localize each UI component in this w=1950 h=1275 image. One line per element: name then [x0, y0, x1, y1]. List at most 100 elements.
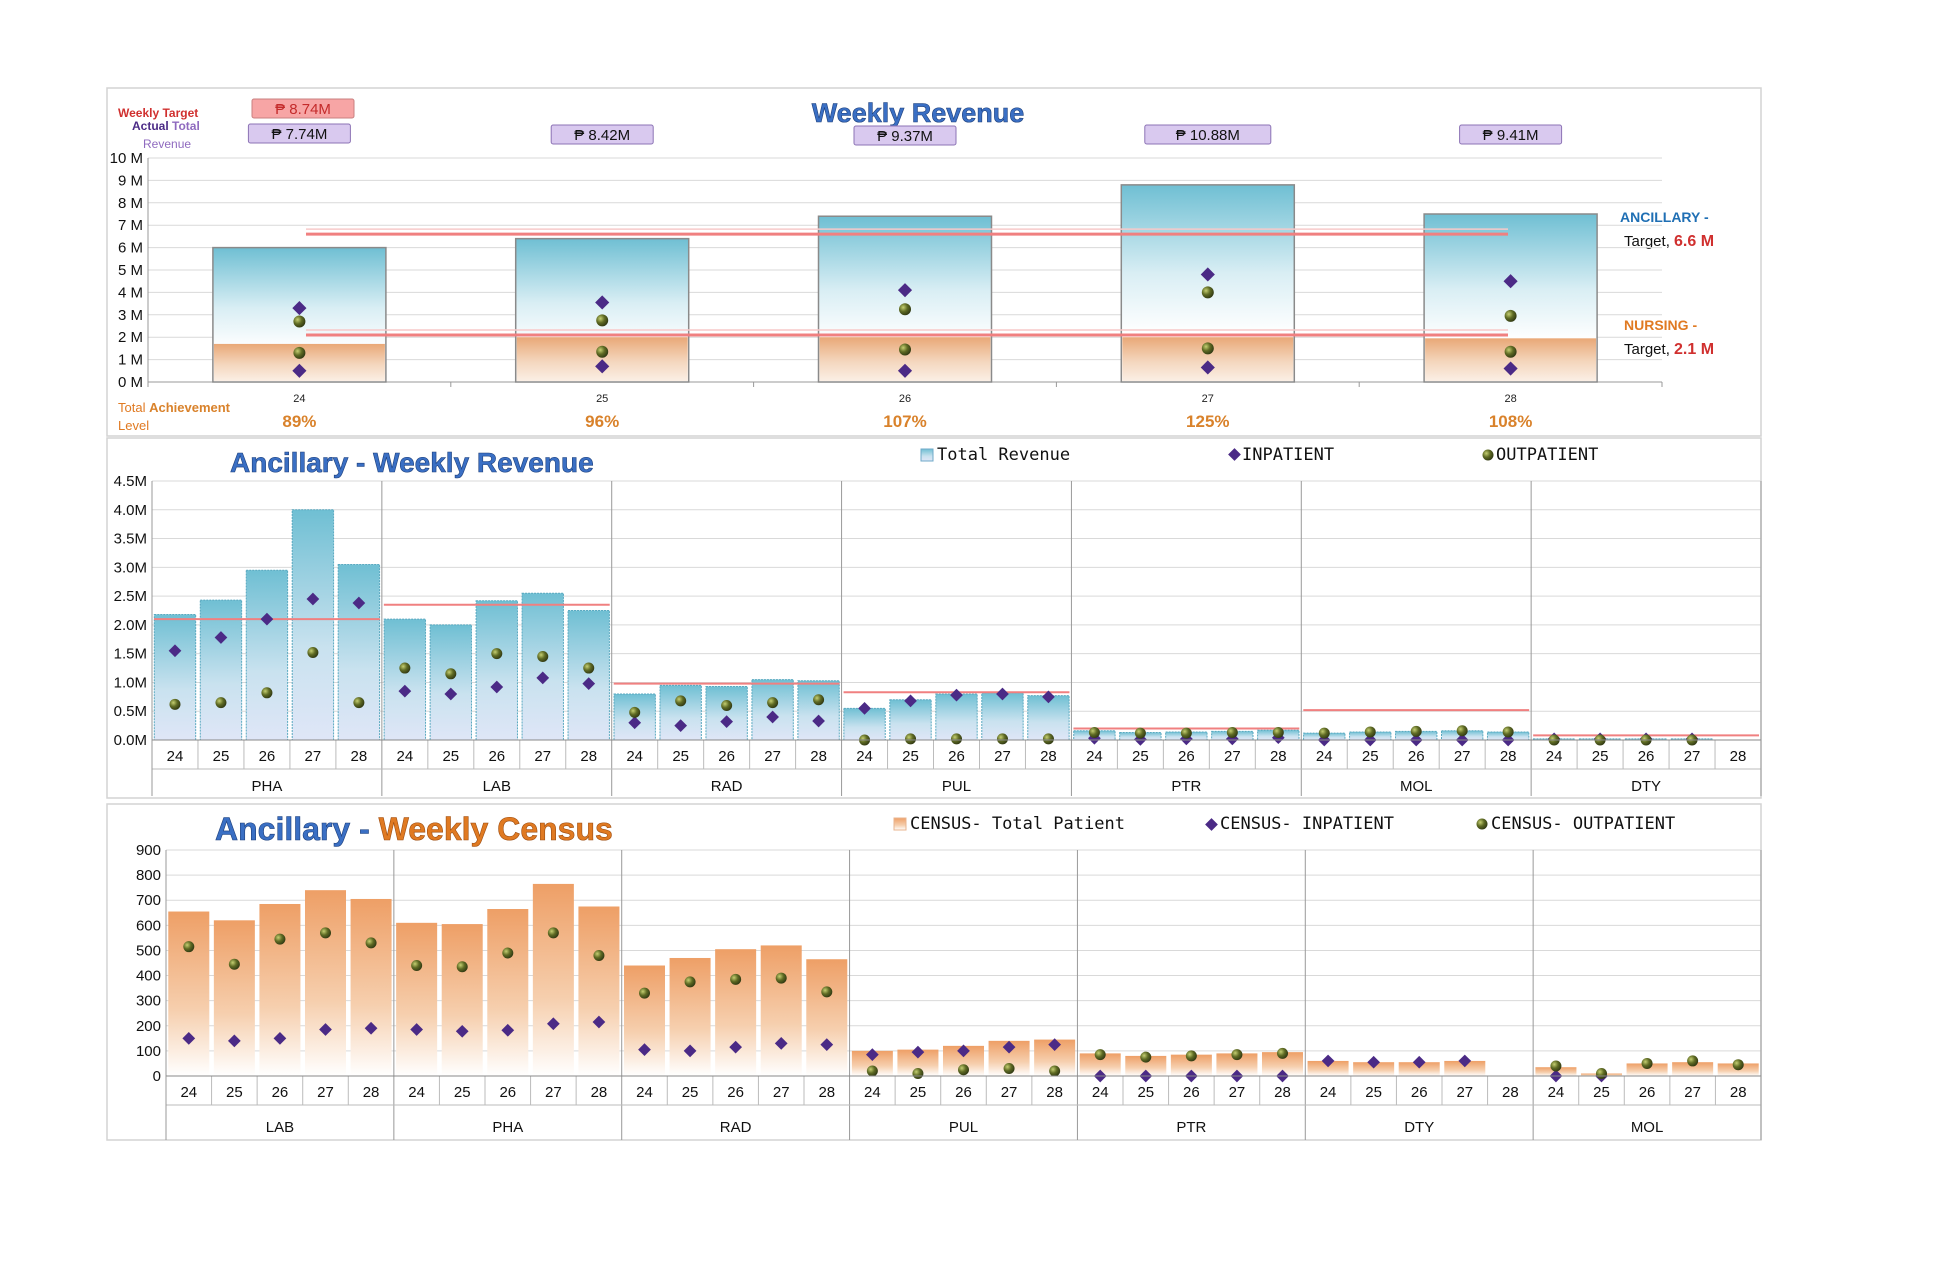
nursing-target-prefix: Target,	[1624, 341, 1670, 358]
census-total-patient-bar	[441, 924, 483, 1076]
week-tick-label: 24	[408, 1084, 425, 1101]
x-tick-label: 25	[596, 393, 608, 405]
y-tick-label: 500	[136, 942, 161, 959]
actual-word: Actual	[132, 119, 169, 133]
outpatient-marker	[502, 947, 514, 959]
week-tick-label: 24	[1548, 1084, 1565, 1101]
group-label: PTR	[1171, 778, 1201, 795]
achievement-value: 89%	[282, 412, 316, 431]
outpatient-marker	[1504, 309, 1517, 322]
census-total-patient-bar	[213, 920, 255, 1076]
outpatient-marker	[1201, 286, 1214, 299]
week-tick-label: 26	[1411, 1084, 1428, 1101]
outpatient-marker	[1140, 1051, 1152, 1063]
outpatient-marker	[1277, 1047, 1288, 1059]
week-tick-label: 25	[1593, 1084, 1610, 1101]
outpatient-nursing-marker	[596, 345, 609, 358]
ancillary-total-revenue-bar	[383, 618, 427, 741]
census-total-patient-bar	[669, 957, 711, 1076]
outpatient-marker	[1042, 733, 1054, 745]
outpatient-marker	[958, 1064, 969, 1076]
week-tick-label: 28	[1040, 748, 1057, 765]
week-tick-label: 28	[1502, 1084, 1519, 1101]
inpatient-nursing-marker	[1200, 360, 1215, 375]
y-tick-label: 3 M	[118, 307, 143, 324]
outpatient-marker	[684, 976, 696, 988]
group-label: PUL	[949, 1119, 978, 1136]
outpatient-nursing-marker	[899, 343, 911, 356]
week-tick-label: 27	[1001, 1084, 1018, 1101]
y-tick-label: 7 M	[118, 217, 143, 234]
outpatient-nursing-marker	[1201, 342, 1214, 355]
outpatient-marker	[353, 697, 365, 709]
census-title-sep: -	[350, 811, 378, 847]
outpatient-marker	[721, 699, 733, 711]
nursing-target-annotation: NURSING - Target, 2.1 M	[1624, 317, 1714, 358]
actual-total-tag-box	[853, 125, 957, 146]
census-total-patient-bar	[1398, 1062, 1440, 1076]
week-tick-label: 28	[1500, 748, 1517, 765]
inpatient-marker	[1321, 1054, 1335, 1068]
actual-total-value: ₱ 9.41M	[1483, 127, 1539, 144]
legend-census-total-swatch	[893, 817, 907, 831]
week-tick-label: 24	[1546, 748, 1563, 765]
outpatient-marker	[1088, 727, 1100, 739]
group-label: MOL	[1631, 1119, 1664, 1136]
week-tick-label: 24	[1320, 1084, 1337, 1101]
actual-total-tag: ₱ 8.42M	[550, 124, 654, 145]
outpatient-marker	[1185, 1050, 1197, 1062]
outpatient-marker	[399, 662, 411, 674]
outpatient-nursing-marker	[1504, 345, 1517, 358]
outpatient-marker	[675, 695, 687, 707]
outpatient-marker	[1364, 726, 1376, 738]
week-tick-label: 28	[351, 748, 368, 765]
y-tick-label: 200	[136, 1018, 161, 1035]
legend-census-inpatient: CENSUS- INPATIENT	[1220, 814, 1394, 834]
outpatient-marker	[1094, 1049, 1106, 1061]
week-tick-label: 26	[1408, 748, 1425, 765]
outpatient-marker	[1410, 725, 1422, 737]
week-tick-label: 28	[1270, 748, 1287, 765]
outpatient-marker	[411, 960, 423, 972]
census-total-patient-bar	[396, 922, 438, 1076]
ancillary-total-revenue-bar	[199, 599, 243, 741]
outpatient-marker	[1596, 1067, 1607, 1079]
week-tick-label: 25	[1137, 1084, 1154, 1101]
actual-total-tag-box	[247, 123, 351, 144]
svg-text:Target, 2.1 M: Target, 2.1 M	[1624, 341, 1714, 358]
outpatient-marker	[821, 986, 833, 998]
nursing-target-value: 2.1 M	[1674, 341, 1714, 358]
outpatient-marker	[1550, 1060, 1562, 1072]
week-tick-label: 25	[682, 1084, 699, 1101]
actual-total-value: ₱ 8.42M	[574, 127, 630, 144]
ancillary-total-revenue-bar	[521, 592, 564, 741]
census-total-patient-bar	[1216, 1053, 1258, 1076]
week-tick-label: 27	[317, 1084, 334, 1101]
svg-text:Target, 6.6 M: Target, 6.6 M	[1624, 233, 1714, 250]
group-label: DTY	[1404, 1119, 1434, 1136]
census-total-patient-bar	[1170, 1054, 1212, 1076]
legend-total-revenue: Total Revenue	[937, 445, 1070, 465]
census-total-patient-bar	[532, 883, 574, 1076]
x-tick-label: 28	[1504, 393, 1516, 405]
total-word: Total	[172, 119, 200, 133]
y-tick-label: 4 M	[118, 284, 143, 301]
legend-inpatient-marker	[1228, 448, 1241, 461]
census-total-patient-bar	[1307, 1060, 1349, 1076]
inpatient-marker	[1458, 1054, 1472, 1068]
group-label: LAB	[266, 1119, 294, 1136]
group-label: PUL	[942, 778, 971, 795]
ancillary-census-legend: CENSUS- Total Patient CENSUS- INPATIENT …	[893, 814, 1675, 834]
census-total-patient-bar	[1626, 1063, 1668, 1076]
outpatient-marker	[274, 933, 286, 945]
y-tick-label: 2 M	[118, 329, 143, 346]
y-tick-label: 6 M	[118, 240, 143, 257]
legend-total-revenue-swatch	[920, 448, 934, 462]
actual-total-tag: ₱ 9.41M	[1459, 124, 1563, 145]
ancillary-total-revenue-bar	[245, 569, 289, 741]
week-tick-label: 24	[396, 748, 413, 765]
week-tick-label: 27	[994, 748, 1011, 765]
svg-text:Actual Total: Actual Total	[132, 119, 200, 133]
week-tick-label: 26	[488, 748, 505, 765]
census-total-patient-bar	[350, 898, 392, 1076]
